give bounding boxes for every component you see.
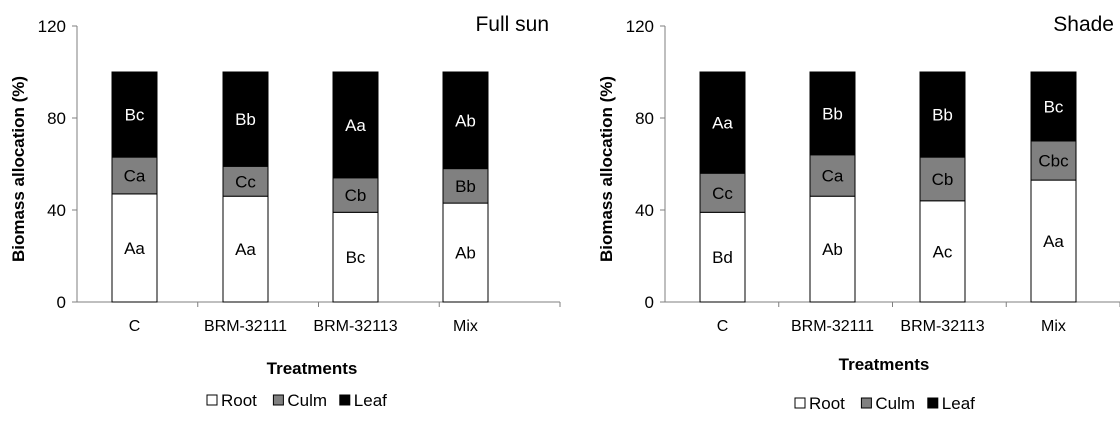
data-label: Cc bbox=[235, 172, 256, 191]
x-axis-title: Treatments bbox=[267, 359, 358, 378]
x-tick-label: C bbox=[129, 318, 141, 335]
legend-swatch-leaf bbox=[339, 394, 351, 406]
bar-culm-brm-32111 bbox=[222, 165, 269, 197]
bar-leaf-c bbox=[111, 71, 158, 158]
y-tick-label: 120 bbox=[38, 17, 66, 36]
bar-culm-mix bbox=[1030, 140, 1077, 181]
data-label: Aa bbox=[345, 116, 366, 135]
data-label: Bc bbox=[1044, 98, 1064, 117]
data-label: Cb bbox=[345, 186, 367, 205]
bar-culm-brm-32113 bbox=[919, 156, 966, 202]
x-tick-label: C bbox=[717, 318, 729, 335]
panel-full-sun: 0 40 80 120 Aa Ca Bc C Aa Cc Bb BRM-32111 Bc Cb Aa BRM-… bbox=[9, 13, 561, 410]
data-label: Bb bbox=[932, 106, 953, 125]
data-label: Aa bbox=[712, 114, 733, 133]
data-label: Bc bbox=[346, 248, 366, 267]
data-label: Bb bbox=[235, 110, 256, 129]
y-tick-label: 40 bbox=[635, 201, 654, 220]
y-tick-label: 0 bbox=[645, 293, 654, 312]
legend-swatch-leaf bbox=[927, 397, 939, 409]
x-tick-label: BRM-32111 bbox=[791, 318, 874, 335]
x-tick-label: BRM-32111 bbox=[204, 318, 287, 335]
legend-label-leaf: Leaf bbox=[354, 391, 387, 410]
data-label: Aa bbox=[124, 239, 145, 258]
legend-swatch-culm bbox=[272, 394, 284, 406]
legend-swatch-culm bbox=[860, 397, 872, 409]
bar-root-mix bbox=[442, 202, 489, 303]
legend: Root Culm Leaf bbox=[206, 391, 387, 410]
data-label: Bc bbox=[125, 106, 145, 125]
bar-root-brm-32111 bbox=[809, 195, 856, 303]
legend-label-culm: Culm bbox=[875, 394, 915, 413]
bar-root-brm-32113 bbox=[332, 211, 379, 303]
legend-swatch-root bbox=[794, 397, 806, 409]
bar-root-brm-32113 bbox=[919, 200, 966, 303]
legend-label-leaf: Leaf bbox=[942, 394, 975, 413]
bar-leaf-brm-32111 bbox=[809, 71, 856, 156]
legend-swatch-root bbox=[206, 394, 218, 406]
chart-title: Shade bbox=[1053, 13, 1114, 36]
legend: Root Culm Leaf bbox=[794, 394, 975, 413]
data-label: Bd bbox=[712, 248, 733, 267]
legend-label-root: Root bbox=[221, 391, 257, 410]
y-tick-label: 0 bbox=[57, 293, 66, 312]
data-label: Ab bbox=[455, 111, 476, 130]
data-label: Aa bbox=[1043, 232, 1064, 251]
data-label: Ca bbox=[124, 167, 146, 186]
data-label: Aa bbox=[235, 240, 256, 259]
chart-title: Full sun bbox=[475, 13, 549, 36]
data-label: Cc bbox=[712, 184, 733, 203]
bar-leaf-brm-32113 bbox=[919, 71, 966, 158]
x-tick-label: Mix bbox=[1041, 318, 1066, 335]
bar-root-mix bbox=[1030, 179, 1077, 303]
bar-root-c bbox=[699, 211, 746, 303]
bar-culm-mix bbox=[442, 168, 489, 204]
data-label: Ac bbox=[933, 242, 953, 261]
data-label: Ab bbox=[822, 240, 843, 259]
x-axis-title: Treatments bbox=[839, 355, 930, 374]
bar-leaf-c bbox=[699, 71, 746, 174]
y-axis-title: Biomass allocation (%) bbox=[597, 76, 616, 262]
bar-leaf-brm-32111 bbox=[222, 71, 269, 167]
y-axis-title: Biomass allocation (%) bbox=[9, 76, 28, 262]
panel-shade: 0 40 80 120 Bd Cc Aa C Ab Ca Bb BRM-32111 Ac Cb Bb BRM-… bbox=[597, 13, 1120, 413]
legend-label-culm: Culm bbox=[287, 391, 327, 410]
bar-leaf-mix bbox=[1030, 71, 1077, 142]
y-tick-label: 40 bbox=[47, 201, 66, 220]
bar-root-brm-32111 bbox=[222, 195, 269, 303]
bar-culm-brm-32113 bbox=[332, 177, 379, 213]
data-label: Bb bbox=[455, 177, 476, 196]
y-tick-label: 120 bbox=[626, 17, 654, 36]
bar-leaf-mix bbox=[442, 71, 489, 170]
legend-label-root: Root bbox=[809, 394, 845, 413]
bar-leaf-brm-32113 bbox=[332, 71, 379, 179]
data-label: Ca bbox=[822, 167, 844, 186]
data-label: Bb bbox=[822, 104, 843, 123]
y-tick-label: 80 bbox=[635, 109, 654, 128]
data-label: Ab bbox=[455, 244, 476, 263]
data-label: Cb bbox=[932, 170, 954, 189]
y-tick-label: 80 bbox=[47, 109, 66, 128]
data-label: Cbc bbox=[1038, 152, 1069, 171]
x-tick-label: BRM-32113 bbox=[900, 318, 984, 335]
x-tick-label: Mix bbox=[453, 318, 478, 335]
x-tick-label: BRM-32113 bbox=[313, 318, 397, 335]
